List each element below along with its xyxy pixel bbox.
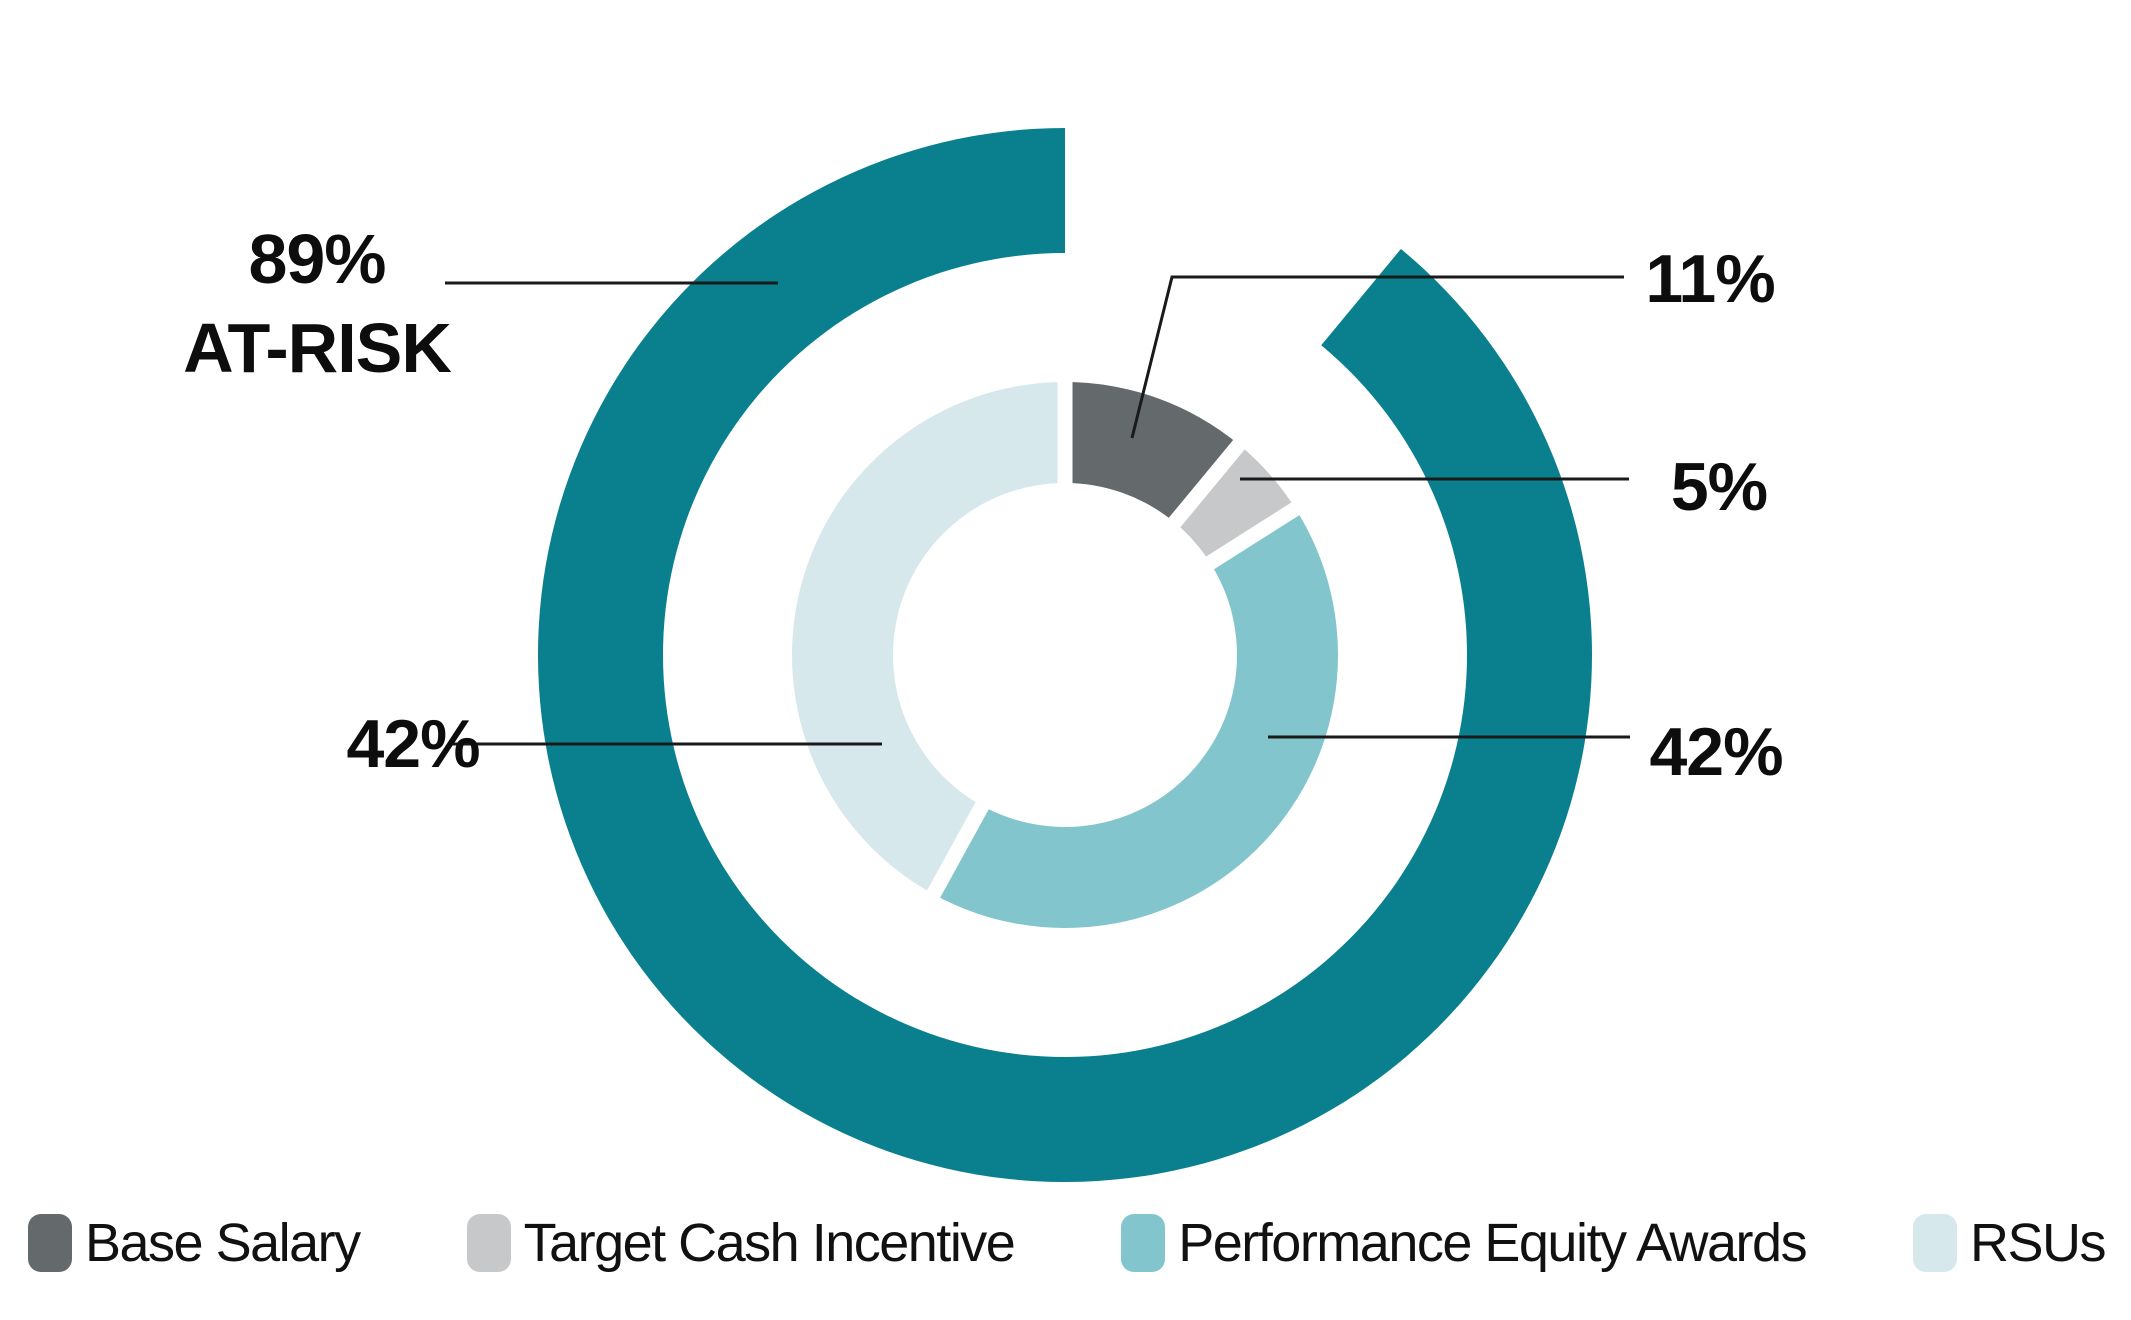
legend-label-base-salary: Base Salary — [85, 1213, 361, 1273]
rsus-percent-label: 42% — [346, 706, 480, 782]
performance-equity-awards-swatch-icon — [1121, 1214, 1166, 1272]
segment-separator-1 — [1159, 429, 1254, 539]
segment-separator-2 — [1194, 495, 1311, 577]
outer-at-risk-ring — [537, 128, 1592, 1182]
rsus-swatch-icon — [1912, 1214, 1957, 1272]
segment-rsus — [792, 382, 1065, 895]
at-risk-percent: 89% — [248, 220, 386, 298]
legend-label-rsus: RSUs — [1969, 1213, 2107, 1273]
legend-item-rsus: RSUs — [1912, 1212, 2107, 1274]
target-cash-percent-label: 5% — [1670, 449, 1768, 525]
at-risk-text: AT-RISK — [183, 309, 452, 387]
performance-equity-percent-label: 42% — [1649, 714, 1783, 790]
legend: Base Salary Target Cash Incentive Perfor… — [28, 1212, 2107, 1274]
target-cash-incentive-swatch-icon — [466, 1214, 511, 1272]
legend-item-target-cash-incentive: Target Cash Incentive — [466, 1212, 1016, 1274]
at-risk-callout: 89% AT-RISK — [97, 215, 537, 393]
legend-item-performance-equity-awards: Performance Equity Awards — [1121, 1212, 1808, 1274]
legend-item-base-salary: Base Salary — [28, 1212, 361, 1274]
segment-performance-equity-awards — [933, 508, 1338, 928]
legend-label-performance-equity-awards: Performance Equity Awards — [1178, 1213, 1807, 1273]
base-salary-percent-label: 11% — [1645, 241, 1775, 317]
segment-target-cash-incentive — [1174, 444, 1296, 563]
segment-separator-3 — [920, 789, 996, 910]
legend-label-target-cash-incentive: Target Cash Incentive — [523, 1213, 1016, 1273]
base-salary-swatch-icon — [28, 1214, 72, 1272]
leader-base-salary — [1130, 275, 1624, 439]
